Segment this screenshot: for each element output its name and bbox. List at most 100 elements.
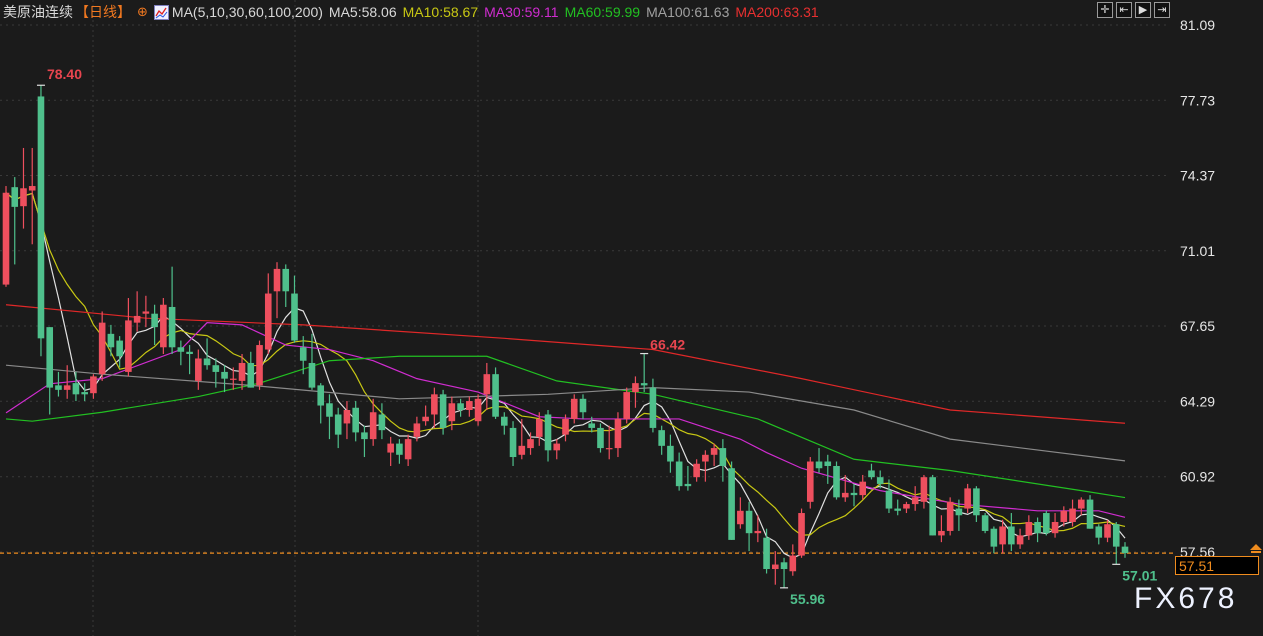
y-tick-label: 64.29 <box>1180 393 1215 409</box>
candle-body <box>632 383 639 393</box>
candles <box>2 85 1129 588</box>
candle-body <box>256 345 263 386</box>
ma10-value: MA10:58.67 <box>402 4 479 20</box>
candle <box>903 501 910 514</box>
ma-chart-icon[interactable] <box>153 4 169 20</box>
ma200-value: MA200:63.31 <box>735 4 819 20</box>
candle <box>11 177 19 265</box>
candle <box>868 463 875 480</box>
candle-body <box>361 432 368 440</box>
candle <box>850 483 858 507</box>
candle-body <box>1069 508 1076 522</box>
candle <box>133 291 141 332</box>
candle <box>212 358 220 388</box>
candle <box>1121 542 1129 558</box>
y-tick-label: 77.73 <box>1180 92 1215 108</box>
candle-body <box>448 403 456 422</box>
candle <box>422 405 429 426</box>
candle-body <box>168 306 176 348</box>
play-icon[interactable]: ▶ <box>1135 2 1151 18</box>
candle <box>299 336 307 375</box>
candle-body <box>422 416 429 422</box>
candle-body <box>404 439 412 460</box>
candle <box>955 499 963 531</box>
candle-body <box>282 268 290 292</box>
candle <box>579 394 587 419</box>
candle-body <box>850 492 858 496</box>
candle <box>815 448 823 473</box>
ma10-line <box>5 192 1126 536</box>
candle-body <box>1104 524 1111 538</box>
candle-body <box>859 481 867 496</box>
candle <box>20 147 27 229</box>
candle <box>160 298 167 355</box>
candle <box>264 273 272 355</box>
candle <box>938 515 945 543</box>
candle <box>1086 495 1094 529</box>
candle <box>964 483 971 514</box>
y-tick-label: 67.65 <box>1180 318 1215 334</box>
candle-body <box>903 504 910 509</box>
candle-body <box>431 394 438 415</box>
candle <box>186 345 193 375</box>
candle <box>527 432 534 455</box>
period-selector[interactable]: 【日线】 <box>75 4 131 20</box>
candle-body <box>238 362 246 381</box>
candle-body <box>702 454 709 462</box>
candle <box>780 557 788 588</box>
candle <box>282 264 290 307</box>
candle <box>553 439 561 460</box>
candle <box>737 497 744 529</box>
grid <box>0 0 1175 636</box>
candle-body <box>334 414 342 435</box>
step-back-icon[interactable]: ⇤ <box>1116 2 1132 18</box>
candle-body <box>125 320 132 372</box>
candle-body <box>640 383 648 386</box>
candle <box>999 519 1006 554</box>
candle <box>806 457 814 509</box>
candle <box>221 365 228 393</box>
candle-body <box>605 448 613 450</box>
candle <box>841 474 849 502</box>
candle-body <box>37 96 45 339</box>
candle-body <box>352 407 359 433</box>
candle <box>946 497 954 536</box>
ma-params[interactable]: MA(5,10,30,60,100,200) <box>171 4 323 20</box>
candle-body <box>990 528 998 547</box>
candle <box>597 423 604 453</box>
candle <box>369 398 377 446</box>
candle <box>1104 519 1111 543</box>
candle-body <box>308 362 316 388</box>
candle-body <box>798 513 805 556</box>
circle-plus-icon[interactable]: ⊕ <box>137 4 148 19</box>
candle-body <box>973 488 980 516</box>
candle <box>623 387 630 424</box>
candle-body <box>46 327 54 388</box>
candle-body <box>553 443 561 451</box>
candle-body <box>151 313 158 328</box>
candle-body <box>501 416 508 426</box>
candle-body <box>675 461 683 487</box>
crosshair-icon[interactable]: ✛ <box>1097 2 1113 18</box>
candle-body <box>999 526 1006 545</box>
candle <box>1060 506 1068 527</box>
candle <box>1095 524 1103 545</box>
candle-body <box>396 443 403 455</box>
candle-body <box>483 374 491 395</box>
candle-body <box>492 374 499 417</box>
ma30-line <box>5 322 1126 518</box>
candle <box>387 436 394 466</box>
candle <box>308 333 316 390</box>
candle-body <box>570 398 578 419</box>
candle <box>28 147 36 245</box>
current-price-label: 57.51 <box>1175 556 1259 575</box>
candle <box>990 526 998 554</box>
exit-icon[interactable]: ⇥ <box>1154 2 1170 18</box>
candle-body <box>509 427 517 458</box>
candle <box>343 401 351 440</box>
candle <box>466 396 473 417</box>
candle <box>317 383 325 424</box>
candle <box>72 371 80 402</box>
candle <box>413 416 421 442</box>
